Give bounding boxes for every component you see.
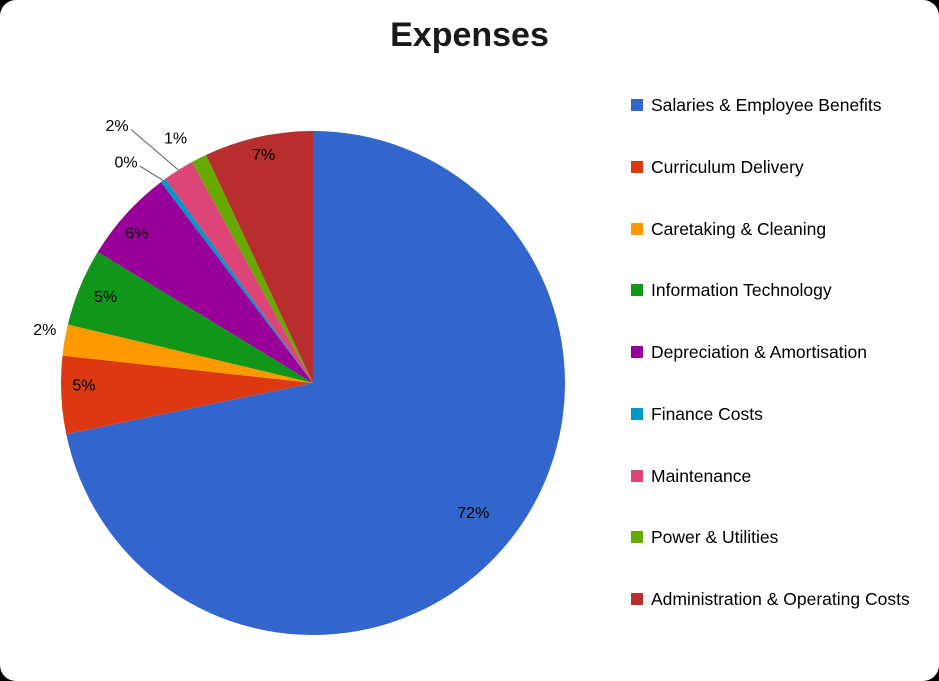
legend-item-3: Information Technology: [631, 279, 931, 302]
pie-slice-0: [66, 131, 566, 635]
legend-label-1: Curriculum Delivery: [651, 156, 804, 177]
legend-label-3: Information Technology: [651, 280, 832, 301]
legend-swatch-2: [631, 222, 643, 235]
pie-slice-3: [67, 251, 314, 383]
legend-label-7: Power & Utilities: [651, 527, 779, 548]
slice-label-1: 5%: [72, 377, 95, 394]
legend-label-5: Finance Costs: [651, 403, 763, 424]
pie-slice-1: [61, 355, 313, 435]
slice-label-3: 5%: [94, 289, 117, 306]
pie-slice-5: [160, 178, 313, 383]
legend-swatch-8: [631, 593, 643, 605]
slice-label-7: 1%: [164, 130, 187, 147]
pie-slice-8: [206, 131, 313, 383]
legend-item-0: Salaries & Employee Benefits: [631, 94, 931, 117]
slice-label-4: 6%: [125, 226, 148, 243]
legend-label-8: Administration & Operating Costs: [651, 589, 910, 609]
pie-slice-4: [97, 182, 313, 383]
legend-item-5: Finance Costs: [631, 403, 931, 426]
legend-swatch-0: [631, 99, 643, 111]
legend-label-0: Salaries & Employee Benefits: [651, 95, 882, 115]
legend-item-1: Curriculum Delivery: [631, 156, 931, 179]
legend-item-7: Power & Utilities: [631, 526, 931, 549]
leader-line-6: [130, 129, 179, 171]
pie-slice-7: [191, 154, 313, 383]
legend-swatch-7: [631, 531, 643, 544]
legend-label-2: Caretaking & Cleaning: [651, 218, 827, 239]
legend-item-4: Depreciation & Amortisation: [631, 341, 931, 364]
legend: Salaries & Employee Benefits Curriculum D…: [631, 94, 931, 650]
legend-swatch-6: [631, 469, 643, 482]
pie-slice-2: [62, 324, 313, 383]
legend-swatch-5: [631, 407, 643, 420]
legend-label-6: Maintenance: [651, 465, 752, 486]
leader-line-5: [139, 165, 164, 181]
legend-swatch-3: [631, 284, 643, 297]
slice-label-0: 72%: [457, 505, 489, 522]
pie-chart: 72% 5% 2% 5% 6% 0% 2% 1% 7%: [33, 118, 566, 635]
legend-label-4: Depreciation & Amortisation: [651, 342, 867, 362]
legend-item-6: Maintenance: [631, 465, 931, 488]
pie-slice-6: [165, 161, 313, 383]
legend-item-2: Caretaking & Cleaning: [631, 218, 931, 241]
slice-label-2: 2%: [33, 322, 56, 339]
legend-item-8: Administration & Operating Costs: [631, 588, 931, 611]
legend-swatch-4: [631, 346, 643, 358]
slice-label-8: 7%: [252, 147, 275, 164]
slice-label-6: 2%: [105, 118, 128, 135]
legend-swatch-1: [631, 160, 643, 173]
slice-label-5: 0%: [115, 155, 138, 172]
chart-title: Expenses: [390, 16, 549, 54]
